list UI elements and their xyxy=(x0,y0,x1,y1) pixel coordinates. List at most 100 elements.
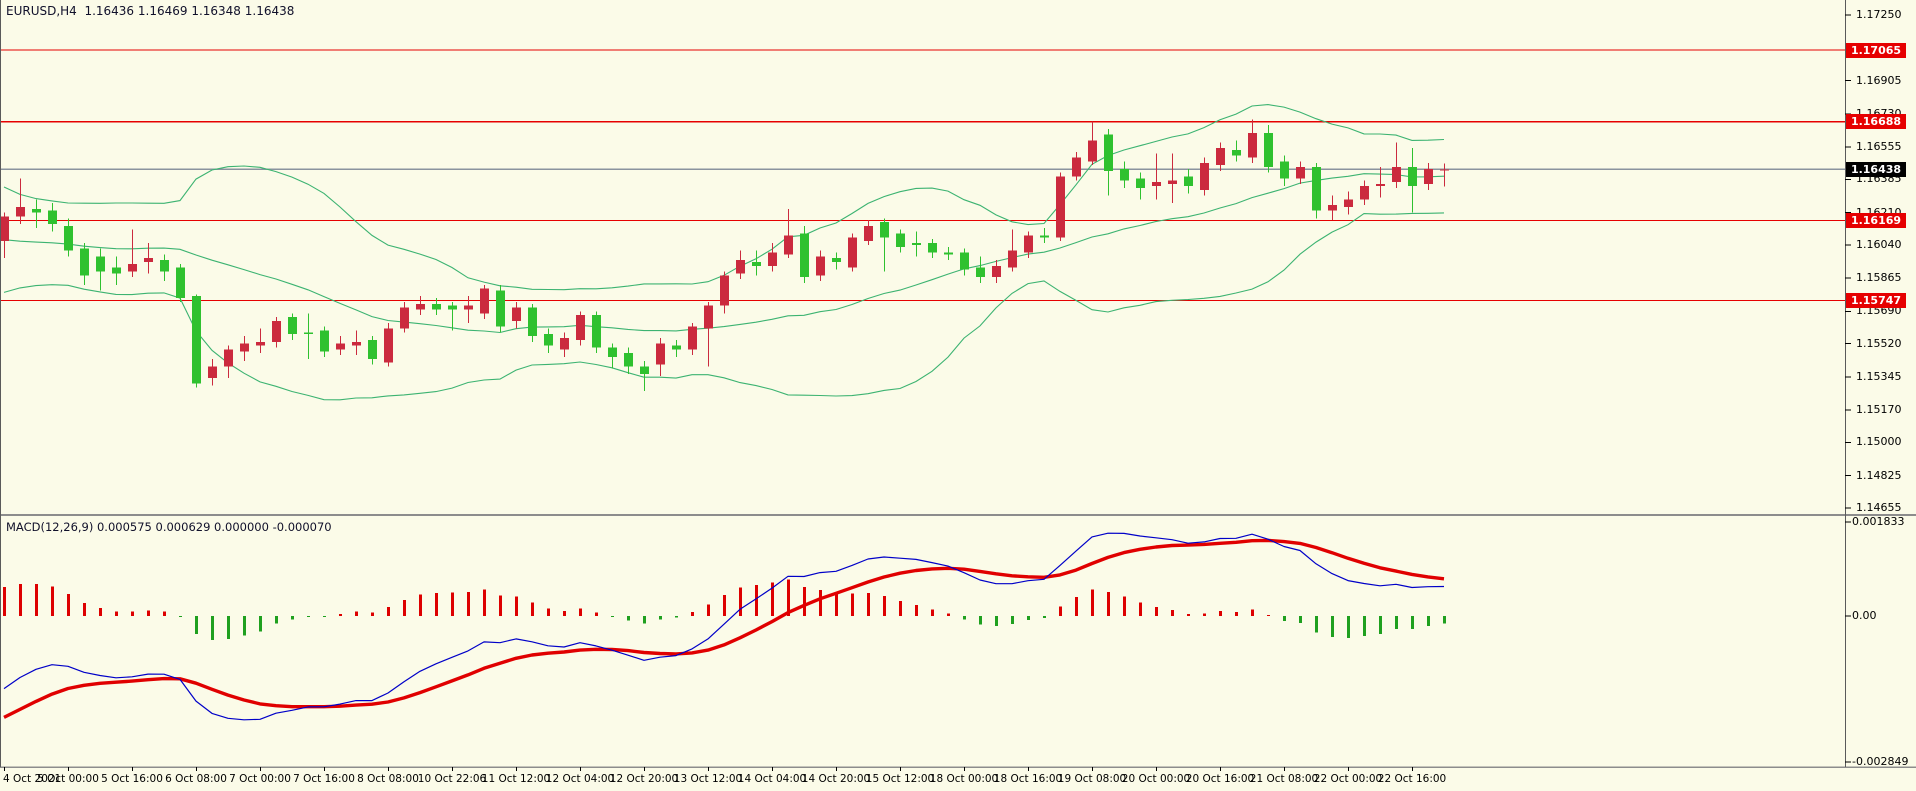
candle-body xyxy=(320,330,329,352)
candle-body xyxy=(1072,157,1081,177)
candle-body xyxy=(1136,178,1145,188)
candle-body xyxy=(1392,166,1401,183)
macd-histogram-bar xyxy=(547,608,550,616)
macd-histogram-bar xyxy=(1043,615,1046,618)
price-tick-label: 1.15865 xyxy=(1856,271,1902,285)
macd-histogram-bar xyxy=(979,615,982,625)
macd-signal-line xyxy=(3,538,1445,719)
candle-body xyxy=(1152,182,1161,186)
candle-body xyxy=(240,343,249,352)
macd-pane[interactable] xyxy=(0,517,1845,767)
macd-histogram-bar xyxy=(931,609,934,616)
current-price-badge: 1.16438 xyxy=(1846,161,1906,177)
candle-body xyxy=(288,317,297,335)
macd-histogram-bar xyxy=(291,615,294,620)
macd-main-line xyxy=(3,532,1445,721)
macd-histogram-bar xyxy=(227,615,230,640)
macd-histogram-bar xyxy=(19,583,22,616)
candle-body xyxy=(1008,250,1017,268)
macd-histogram-bar xyxy=(1011,615,1014,624)
candle-body xyxy=(32,208,41,213)
candle-body xyxy=(656,343,665,365)
candle-body xyxy=(192,296,201,384)
candle-body xyxy=(80,248,89,276)
macd-histogram-bar xyxy=(1267,614,1270,616)
macd-histogram-bar xyxy=(451,592,454,616)
candle-body xyxy=(640,366,649,375)
macd-histogram-bar xyxy=(803,587,806,616)
candle-body xyxy=(816,256,825,276)
macd-histogram-bar xyxy=(371,612,374,616)
macd-histogram-bar xyxy=(659,615,662,620)
macd-histogram-bar xyxy=(867,592,870,616)
candle-body xyxy=(1168,180,1177,185)
price-tick-label: 1.15345 xyxy=(1856,369,1902,383)
macd-histogram-bar xyxy=(899,600,902,616)
candle-body xyxy=(1200,163,1209,190)
macd-histogram-bar xyxy=(1171,610,1174,616)
sr-level-badge: 1.17065 xyxy=(1846,42,1906,58)
candle-body xyxy=(784,235,793,255)
candle-body xyxy=(64,225,73,251)
macd-histogram-bar xyxy=(1315,615,1318,633)
macd-indicator-title: MACD(12,26,9) 0.000575 0.000629 0.000000… xyxy=(6,520,332,534)
time-tick-label: 6 Oct 08:00 xyxy=(165,773,227,785)
price-tick-label: 1.14655 xyxy=(1856,501,1902,514)
macd-histogram-bar xyxy=(355,611,358,616)
time-tick-label: 14 Oct 04:00 xyxy=(737,773,807,785)
candle-body xyxy=(112,267,121,274)
macd-histogram-bar xyxy=(1219,611,1222,616)
macd-histogram-bar xyxy=(963,615,966,620)
macd-histogram-bar xyxy=(995,615,998,626)
candle-body xyxy=(384,328,393,363)
time-tick-label: 7 Oct 16:00 xyxy=(293,773,355,785)
candle-body xyxy=(528,307,537,337)
macd-histogram-bar xyxy=(627,615,630,621)
candle-body xyxy=(336,343,345,350)
macd-histogram-bar xyxy=(323,615,326,617)
sr-level-badge: 1.16169 xyxy=(1846,212,1906,228)
sr-level-badge: 1.15747 xyxy=(1846,293,1906,309)
macd-histogram-bar xyxy=(675,615,678,618)
macd-zero-label: 0.00 xyxy=(1852,608,1877,622)
candle-body xyxy=(512,307,521,321)
price-pane[interactable] xyxy=(0,0,1845,515)
time-tick-label: 5 Oct 00:00 xyxy=(37,773,99,785)
candle-body xyxy=(496,290,505,327)
candle-body xyxy=(976,267,985,278)
candle-body xyxy=(752,261,761,266)
macd-histogram-bar xyxy=(1411,615,1414,630)
candle-body xyxy=(1232,149,1241,156)
macd-histogram-bar xyxy=(99,608,102,616)
macd-histogram-bar xyxy=(1347,615,1350,639)
candle-body xyxy=(736,260,745,274)
macd-histogram-bar xyxy=(1139,602,1142,616)
candle-body xyxy=(1440,169,1449,171)
macd-histogram-bar xyxy=(35,583,38,616)
time-tick-label: 20 Oct 00:00 xyxy=(1121,773,1191,785)
candle-body xyxy=(992,265,1001,278)
candle-body xyxy=(96,256,105,272)
candle-body xyxy=(704,305,713,329)
macd-histogram-bar xyxy=(483,589,486,616)
candle-body xyxy=(608,347,617,357)
macd-histogram-bar xyxy=(1331,615,1334,637)
macd-histogram-bar xyxy=(1027,615,1030,620)
candle-body xyxy=(1088,140,1097,162)
macd-histogram-bar xyxy=(883,595,886,616)
price-tick-label: 1.16905 xyxy=(1856,73,1902,87)
macd-histogram-bar xyxy=(707,604,710,616)
macd-histogram-bar xyxy=(1251,609,1254,616)
bollinger-middle-band xyxy=(3,173,1445,334)
macd-histogram-bar xyxy=(3,587,6,616)
macd-histogram-bar xyxy=(1155,606,1158,616)
time-tick-label: 12 Oct 04:00 xyxy=(545,773,615,785)
candle-body xyxy=(416,303,425,310)
macd-histogram-bar xyxy=(259,615,262,632)
macd-histogram-bar xyxy=(131,611,134,616)
macd-histogram-bar xyxy=(1235,612,1238,616)
time-tick-label: 19 Oct 08:00 xyxy=(1057,773,1127,785)
candle-body xyxy=(208,366,217,378)
macd-histogram-bar xyxy=(1443,615,1446,624)
